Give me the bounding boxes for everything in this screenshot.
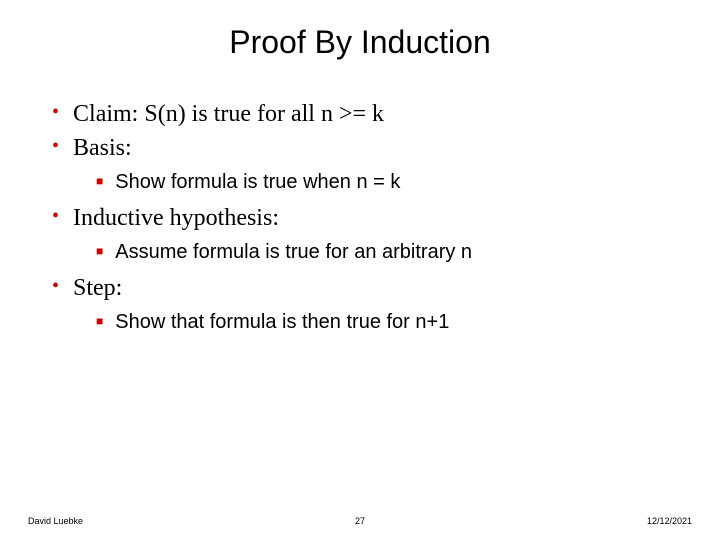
slide-content: • Claim: S(n) is true for all n >= k • B… (40, 99, 680, 335)
footer-page-number: 27 (355, 516, 365, 526)
bullet-square-icon: ■ (96, 309, 103, 333)
subbullet-basis-show: ■ Show formula is true when n = k (96, 169, 680, 195)
subbullet-assume: ■ Assume formula is true for an arbitrar… (96, 239, 680, 265)
subbullet-text: Show formula is true when n = k (115, 169, 400, 195)
bullet-text: Step: (73, 273, 122, 303)
subbullet-step-show: ■ Show that formula is then true for n+1 (96, 309, 680, 335)
footer-author: David Luebke (28, 516, 83, 526)
bullet-claim: • Claim: S(n) is true for all n >= k (52, 99, 680, 129)
bullet-basis: • Basis: (52, 133, 680, 163)
bullet-text: Claim: S(n) is true for all n >= k (73, 99, 384, 129)
bullet-dot-icon: • (52, 99, 59, 125)
footer-date: 12/12/2021 (647, 516, 692, 526)
subbullet-text: Show that formula is then true for n+1 (115, 309, 449, 335)
subbullet-text: Assume formula is true for an arbitrary … (115, 239, 472, 265)
bullet-square-icon: ■ (96, 239, 103, 263)
bullet-square-icon: ■ (96, 169, 103, 193)
bullet-step: • Step: (52, 273, 680, 303)
slide: Proof By Induction • Claim: S(n) is true… (0, 0, 720, 540)
slide-title: Proof By Induction (40, 24, 680, 61)
bullet-inductive-hypothesis: • Inductive hypothesis: (52, 203, 680, 233)
bullet-dot-icon: • (52, 273, 59, 299)
bullet-dot-icon: • (52, 203, 59, 229)
bullet-text: Inductive hypothesis: (73, 203, 279, 233)
bullet-text: Basis: (73, 133, 132, 163)
slide-footer: David Luebke 27 12/12/2021 (0, 516, 720, 526)
bullet-dot-icon: • (52, 133, 59, 159)
